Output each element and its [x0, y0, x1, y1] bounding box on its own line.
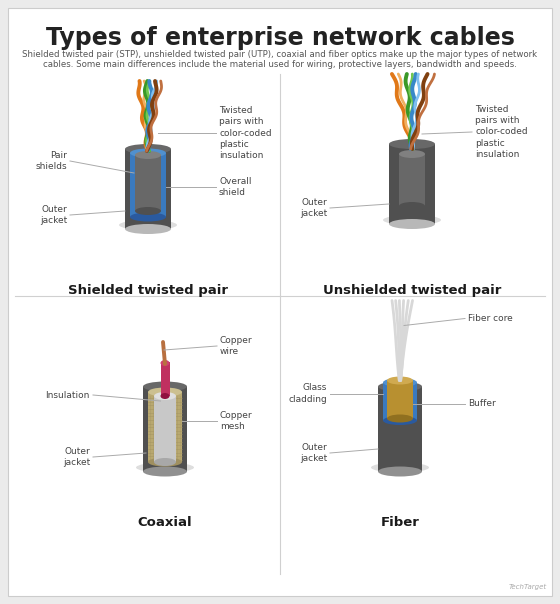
Ellipse shape — [125, 224, 171, 234]
Text: TechTarget: TechTarget — [509, 584, 547, 590]
Ellipse shape — [383, 215, 441, 225]
Text: Insulation: Insulation — [45, 391, 90, 399]
Ellipse shape — [161, 393, 170, 399]
Bar — [148, 392, 182, 462]
Text: Outer
jacket: Outer jacket — [300, 443, 327, 463]
Ellipse shape — [383, 378, 417, 387]
Ellipse shape — [119, 220, 177, 230]
Bar — [383, 382, 417, 420]
Text: Twisted
pairs with
color-coded
plastic
insulation: Twisted pairs with color-coded plastic i… — [219, 106, 272, 161]
Ellipse shape — [154, 458, 176, 466]
Text: Outer
jacket: Outer jacket — [63, 447, 90, 467]
Ellipse shape — [148, 457, 182, 466]
Text: Fiber core: Fiber core — [468, 314, 513, 323]
Bar — [154, 396, 176, 462]
Ellipse shape — [135, 207, 161, 215]
Text: Coaxial: Coaxial — [138, 516, 192, 529]
Text: Shielded twisted pair (STP), unshielded twisted pair (UTP), coaxial and fiber op: Shielded twisted pair (STP), unshielded … — [22, 50, 538, 59]
Ellipse shape — [143, 466, 187, 477]
Ellipse shape — [389, 139, 435, 149]
Bar — [399, 154, 425, 206]
Ellipse shape — [143, 382, 187, 391]
Text: Copper
wire: Copper wire — [220, 336, 253, 356]
Bar — [389, 144, 435, 224]
Ellipse shape — [154, 392, 176, 400]
Ellipse shape — [378, 382, 422, 391]
Ellipse shape — [135, 151, 161, 159]
Ellipse shape — [371, 463, 429, 472]
Bar — [130, 153, 166, 217]
Bar — [125, 149, 171, 229]
Text: Outer
jacket: Outer jacket — [40, 205, 67, 225]
Ellipse shape — [136, 463, 194, 472]
Text: Glass
cladding: Glass cladding — [288, 384, 327, 403]
Bar — [161, 362, 170, 396]
Ellipse shape — [387, 376, 413, 385]
Text: Unshielded twisted pair: Unshielded twisted pair — [323, 284, 501, 297]
Ellipse shape — [399, 202, 425, 210]
Ellipse shape — [387, 414, 413, 423]
Ellipse shape — [383, 416, 417, 425]
Bar — [143, 387, 187, 472]
Text: Fiber: Fiber — [381, 516, 419, 529]
Ellipse shape — [399, 150, 425, 158]
Ellipse shape — [378, 466, 422, 477]
Text: Copper
mesh: Copper mesh — [220, 411, 253, 431]
Ellipse shape — [125, 144, 171, 154]
Ellipse shape — [161, 360, 170, 366]
Text: cables. Some main differences include the material used for wiring, protective l: cables. Some main differences include th… — [43, 60, 517, 69]
Ellipse shape — [130, 149, 166, 158]
Text: Overall
shield: Overall shield — [219, 177, 251, 198]
Text: Buffer: Buffer — [468, 399, 496, 408]
Ellipse shape — [130, 213, 166, 222]
Text: Outer
jacket: Outer jacket — [300, 198, 327, 218]
Bar — [135, 155, 161, 211]
Text: Twisted
pairs with
color-coded
plastic
insulation: Twisted pairs with color-coded plastic i… — [475, 104, 528, 159]
Text: Shielded twisted pair: Shielded twisted pair — [68, 284, 228, 297]
Ellipse shape — [148, 388, 182, 396]
Ellipse shape — [389, 219, 435, 229]
Bar — [387, 381, 413, 419]
Text: Pair
shields: Pair shields — [35, 151, 67, 171]
Text: Types of enterprise network cables: Types of enterprise network cables — [45, 26, 515, 50]
Bar — [378, 387, 422, 472]
FancyBboxPatch shape — [8, 8, 552, 596]
